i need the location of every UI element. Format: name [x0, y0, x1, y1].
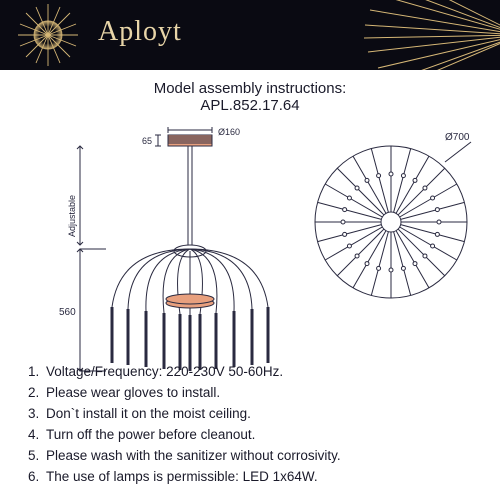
instruction-item: 3.Don`t install it on the moist ceiling.	[28, 404, 341, 425]
instructions-list: 1.Voltage/Frequency: 220-230V 50-60Hz. 2…	[28, 362, 341, 488]
instruction-item: 5.Please wash with the sanitizer without…	[28, 446, 341, 467]
title-line2: APL.852.17.64	[0, 97, 500, 114]
dim-adjustable: Adjustable	[67, 195, 77, 237]
side-view-diagram: Ø160 65 Adjustable	[50, 127, 310, 389]
dim-height: 560	[59, 307, 76, 318]
instruction-item: 4.Turn off the power before cleanout.	[28, 425, 341, 446]
dim-plate-dia: Ø160	[218, 127, 240, 137]
instruction-item: 1.Voltage/Frequency: 220-230V 50-60Hz.	[28, 362, 341, 383]
diagram-area: Ø160 65 Adjustable	[0, 122, 500, 387]
rays-decor-icon	[320, 0, 500, 70]
instruction-item: 6.The use of lamps is permissible: LED 1…	[28, 467, 341, 488]
dim-top-dia: Ø700	[445, 132, 470, 143]
top-view-diagram: Ø700	[305, 130, 485, 310]
brand-banner: Aployt	[0, 0, 500, 70]
title-line1: Model assembly instructions:	[0, 80, 500, 97]
brand-name: Aployt	[98, 16, 182, 48]
instruction-item: 2.Please wear gloves to install.	[28, 383, 341, 404]
starburst-icon	[8, 2, 88, 68]
dim-plate-h: 65	[142, 136, 152, 146]
title-block: Model assembly instructions: APL.852.17.…	[0, 80, 500, 114]
